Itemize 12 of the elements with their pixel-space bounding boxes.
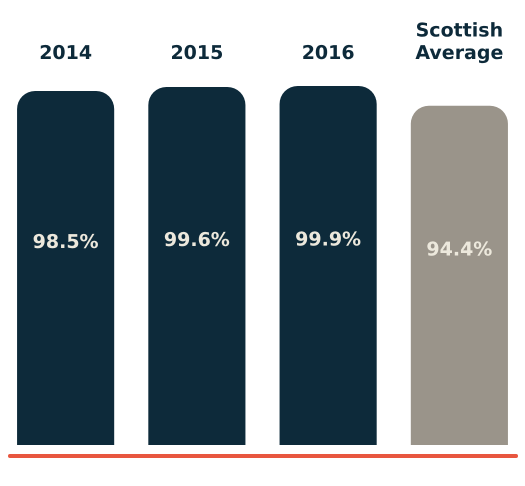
bar bbox=[17, 90, 114, 445]
x-tick-label: 2014 bbox=[39, 42, 92, 64]
bar bbox=[410, 106, 508, 445]
data-label: 99.9% bbox=[295, 228, 362, 250]
data-label: 94.4% bbox=[426, 238, 492, 260]
bar bbox=[280, 86, 377, 445]
x-tick-label: 2016 bbox=[302, 42, 355, 64]
x-tick-label: Scottish Average bbox=[415, 19, 504, 64]
data-label: 99.6% bbox=[164, 228, 230, 251]
data-label: 98.5% bbox=[32, 230, 99, 253]
x-tick-label: 2015 bbox=[170, 42, 224, 64]
bar bbox=[148, 87, 246, 445]
